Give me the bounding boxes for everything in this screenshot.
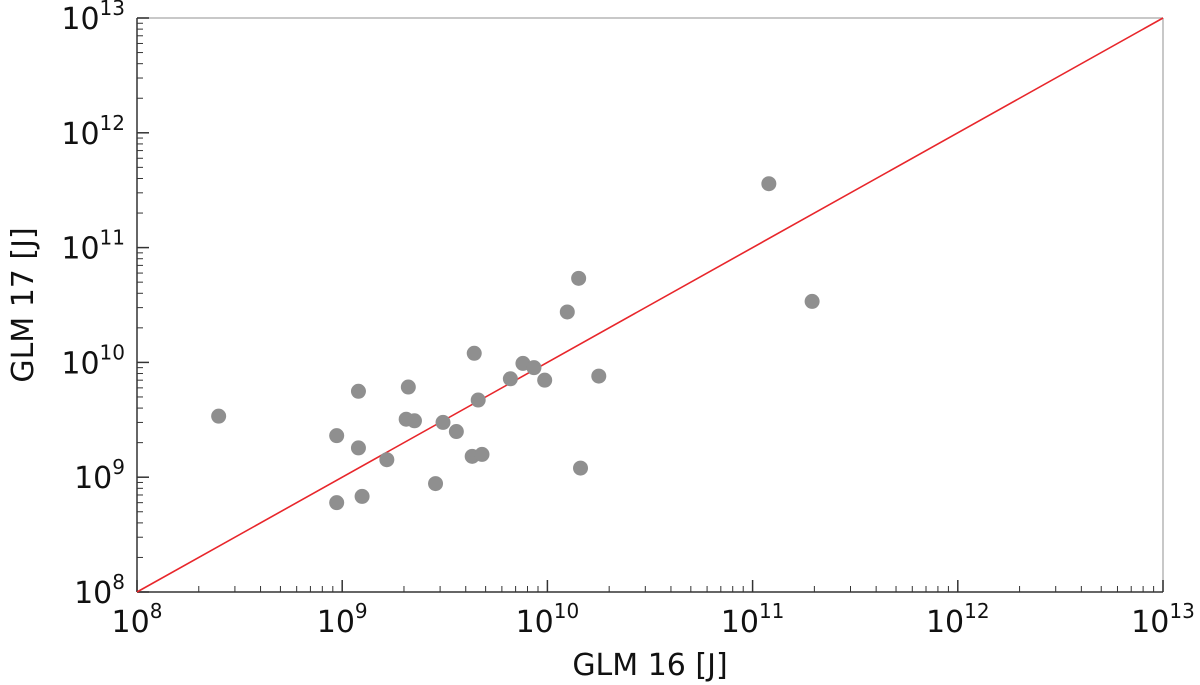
x-axis-title: GLM 16 [J] [572,648,727,683]
data-point [329,495,345,511]
data-point [571,270,587,286]
data-point [428,476,444,492]
x-tick-label: 109 [317,599,368,640]
data-point [526,360,542,376]
data-point [761,176,777,192]
data-point [350,440,366,456]
y-tick-label: 1012 [61,111,125,152]
plot-frame [136,17,1164,593]
x-tick-labels: 108 109 1010 1011 1012 1013 [112,599,1195,640]
y-tick-label: 1011 [61,226,125,267]
data-point [211,408,227,424]
data-point [559,304,575,320]
data-point [379,452,395,468]
reference-line [136,17,1164,593]
data-point [470,392,486,408]
data-point [400,379,416,395]
data-point [354,488,370,504]
data-point [406,413,422,429]
y-tick-label: 108 [74,570,125,611]
y-axis-title: GLM 17 [J] [6,227,41,382]
data-point [448,424,464,440]
data-point [804,293,820,309]
y-tick-label: 1013 [61,0,125,37]
major-ticks [136,17,1164,593]
x-tick-label: 108 [112,599,163,640]
data-point [350,383,366,399]
x-tick-label: 1013 [1131,599,1195,640]
minor-ticks [137,22,1155,592]
x-tick-label: 1010 [516,599,580,640]
data-point [537,372,553,388]
data-point [474,446,490,462]
data-point [502,371,518,387]
y-tick-label: 1010 [61,340,125,381]
points-layer [211,176,820,511]
data-point [591,368,607,384]
reference-line-layer [136,17,1164,593]
data-point [435,414,451,430]
y-tick-label: 109 [74,455,125,496]
y-tick-labels: 108 109 1010 1011 1012 1013 [61,0,125,611]
x-tick-label: 1011 [721,599,785,640]
data-point [329,428,345,444]
data-point [466,345,482,361]
data-point [573,460,589,476]
x-tick-label: 1012 [926,599,990,640]
